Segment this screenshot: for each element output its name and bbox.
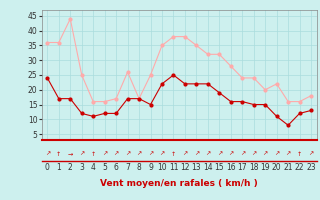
Text: 15: 15 [214,164,224,172]
Text: 22: 22 [295,164,304,172]
Text: ↗: ↗ [125,152,130,156]
Text: ↑: ↑ [297,152,302,156]
Text: 6: 6 [114,164,119,172]
Text: 7: 7 [125,164,130,172]
Text: 18: 18 [249,164,259,172]
Text: ↗: ↗ [159,152,164,156]
Text: ↗: ↗ [79,152,84,156]
Text: ↗: ↗ [285,152,291,156]
Text: ↗: ↗ [114,152,119,156]
Text: ↗: ↗ [45,152,50,156]
Text: ↗: ↗ [308,152,314,156]
Text: ↗: ↗ [148,152,153,156]
Text: ↗: ↗ [263,152,268,156]
Text: ↗: ↗ [205,152,211,156]
Text: 21: 21 [284,164,293,172]
Text: ↗: ↗ [217,152,222,156]
Text: 16: 16 [226,164,236,172]
Text: 4: 4 [91,164,96,172]
Text: 5: 5 [102,164,107,172]
Text: 8: 8 [137,164,141,172]
Text: →: → [68,152,73,156]
Text: 2: 2 [68,164,73,172]
Text: 0: 0 [45,164,50,172]
Text: ↗: ↗ [240,152,245,156]
Text: 10: 10 [157,164,167,172]
Text: ↗: ↗ [102,152,107,156]
Text: Vent moyen/en rafales ( km/h ): Vent moyen/en rafales ( km/h ) [100,180,258,188]
Text: 1: 1 [56,164,61,172]
Text: 12: 12 [180,164,190,172]
Text: ↗: ↗ [182,152,188,156]
Text: ↗: ↗ [274,152,279,156]
Text: ↑: ↑ [171,152,176,156]
Text: ↗: ↗ [194,152,199,156]
Text: 17: 17 [237,164,247,172]
Text: ↗: ↗ [228,152,233,156]
Text: 13: 13 [192,164,201,172]
Text: 9: 9 [148,164,153,172]
Text: 20: 20 [272,164,282,172]
Text: 19: 19 [260,164,270,172]
Text: ↑: ↑ [56,152,61,156]
Text: ↗: ↗ [251,152,256,156]
Text: 14: 14 [203,164,213,172]
Text: 11: 11 [169,164,178,172]
Text: ↗: ↗ [136,152,142,156]
Text: ↑: ↑ [91,152,96,156]
Text: 23: 23 [306,164,316,172]
Text: 3: 3 [79,164,84,172]
